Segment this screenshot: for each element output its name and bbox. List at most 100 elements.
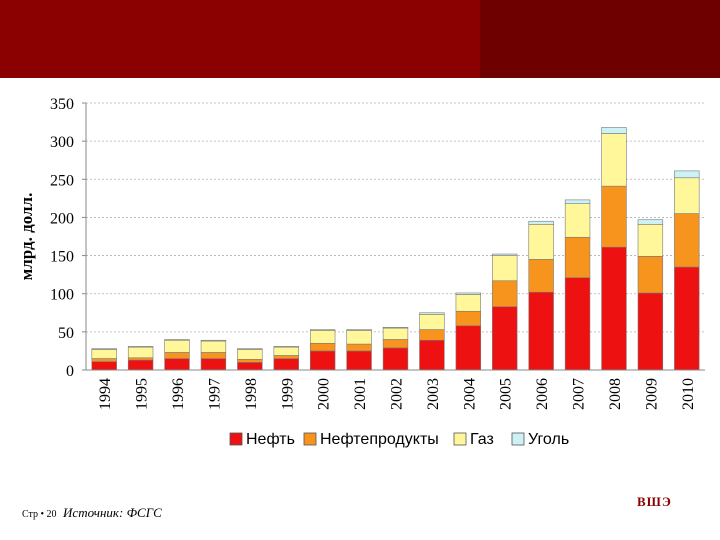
bars (91, 127, 700, 371)
bar-oil-products-2003 (419, 329, 445, 341)
bar-oil-products-1995 (127, 357, 154, 361)
legend-label-coal: Уголь (528, 431, 569, 448)
legend: Нефть Нефтепродукты Газ Уголь (229, 431, 569, 448)
bar-gas-2000 (309, 330, 336, 344)
y-tick-label: 200 (50, 210, 74, 227)
x-tick-label: 1997 (206, 378, 223, 410)
x-tick-label: 2008 (607, 378, 624, 410)
bar-coal-2006 (528, 220, 554, 225)
bar-oil-products-1994 (91, 358, 117, 362)
x-tick-label: 2006 (534, 378, 551, 410)
bar-oil-2003 (419, 339, 445, 371)
bar-coal-2005 (492, 253, 518, 256)
x-tick-label: 1996 (170, 378, 187, 410)
bar-oil-products-1999 (273, 355, 299, 359)
bar-oil-products-2010 (674, 213, 700, 268)
header-banner (0, 0, 480, 78)
bar-oil-2004 (455, 325, 482, 371)
x-tick-label: 1994 (97, 378, 114, 410)
y-tick-label: 150 (50, 249, 74, 266)
bar-gas-2005 (492, 255, 518, 282)
y-tick-label: 350 (50, 96, 74, 113)
y-axis-label: млрд. долл. (17, 193, 36, 281)
bar-coal-2002 (382, 326, 409, 329)
source-note: Источник: ФСГС (63, 505, 162, 520)
bar-oil-1995 (127, 359, 154, 371)
export-chart: 0 50 100 150 200 250 300 350 1994 1995 1996 1997 19… (17, 96, 705, 448)
bar-oil-products-2002 (382, 339, 409, 349)
y-tick-label: 100 (50, 287, 74, 304)
bar-oil-2007 (564, 277, 591, 371)
x-tick-label: 1995 (134, 378, 151, 410)
x-tick-label: 1998 (243, 378, 260, 410)
x-tick-label: 2009 (643, 378, 660, 410)
bar-oil-2001 (346, 350, 372, 371)
legend-swatch-gas (453, 432, 467, 446)
bar-oil-1994 (91, 361, 117, 371)
bar-coal-2007 (564, 199, 591, 204)
bar-oil-products-1996 (164, 352, 190, 359)
legend-swatch-oil (229, 432, 243, 446)
bar-oil-1998 (237, 362, 263, 371)
x-tick-label: 2005 (498, 378, 515, 410)
bar-coal-2010 (674, 170, 700, 179)
legend-swatch-coal (511, 432, 525, 446)
bar-coal-1996 (164, 339, 190, 341)
y-tick-label: 300 (50, 134, 74, 151)
bar-coal-1997 (200, 339, 227, 342)
bar-gas-2002 (382, 327, 409, 340)
bar-gas-2003 (419, 314, 445, 330)
legend-swatch-oil-products (303, 432, 317, 446)
bar-gas-2004 (455, 294, 482, 312)
bar-gas-2001 (346, 330, 372, 345)
bar-coal-2004 (455, 292, 482, 295)
bar-gas-2006 (528, 223, 554, 260)
bar-gas-1996 (164, 339, 190, 353)
bar-gas-1995 (127, 346, 154, 359)
x-tick-label: 2010 (680, 378, 697, 410)
bar-oil-2008 (601, 246, 627, 371)
bar-oil-products-1998 (237, 359, 263, 363)
bar-oil-1997 (200, 358, 227, 371)
bar-coal-2000 (309, 329, 336, 331)
bar-oil-products-2004 (455, 310, 482, 327)
bar-oil-2000 (309, 350, 336, 371)
y-tick-label: 0 (66, 363, 74, 380)
legend-label-oil-products: Нефтепродукты (320, 431, 439, 448)
bar-oil-1996 (164, 358, 190, 371)
bar-gas-1994 (91, 349, 117, 359)
bar-gas-2010 (674, 177, 700, 214)
x-tick-label: 2000 (316, 378, 333, 410)
bar-gas-1998 (237, 349, 263, 360)
bar-gas-2007 (564, 203, 591, 238)
x-axis-ticks: 1994 1995 1996 1997 1998 1999 2000 2001 2002 2003… (97, 378, 697, 410)
bar-coal-1999 (273, 346, 299, 348)
x-tick-label: 2001 (352, 378, 369, 410)
bar-oil-products-1997 (200, 352, 227, 359)
page-separator: • (40, 509, 45, 520)
header-banner-accent (480, 0, 720, 78)
bar-gas-1999 (273, 346, 299, 356)
bar-coal-2008 (601, 127, 627, 134)
x-tick-label: 2002 (389, 378, 406, 410)
legend-label-oil: Нефть (246, 431, 295, 448)
bar-oil-1999 (273, 358, 299, 371)
bar-oil-2005 (492, 306, 518, 371)
bar-coal-2009 (637, 219, 664, 225)
legend-label-gas: Газ (470, 431, 494, 448)
y-axis-ticks: 0 50 100 150 200 250 300 350 (50, 96, 86, 380)
brand-logo-text: ВШЭ (637, 494, 672, 509)
bar-gas-1997 (200, 340, 227, 353)
y-tick-label: 50 (58, 325, 74, 342)
x-tick-label: 2003 (425, 378, 442, 410)
x-tick-label: 2007 (571, 378, 588, 410)
bar-gas-2009 (637, 223, 664, 257)
bar-gas-2008 (601, 133, 627, 187)
bar-oil-products-2006 (528, 259, 554, 293)
y-tick-label: 250 (50, 172, 74, 189)
bar-oil-2006 (528, 291, 554, 371)
bar-coal-2001 (346, 329, 372, 331)
bar-oil-products-2009 (637, 256, 664, 294)
x-tick-label: 2004 (461, 378, 478, 410)
footer-page: Стр • 20 Источник: ФСГС (22, 505, 162, 521)
